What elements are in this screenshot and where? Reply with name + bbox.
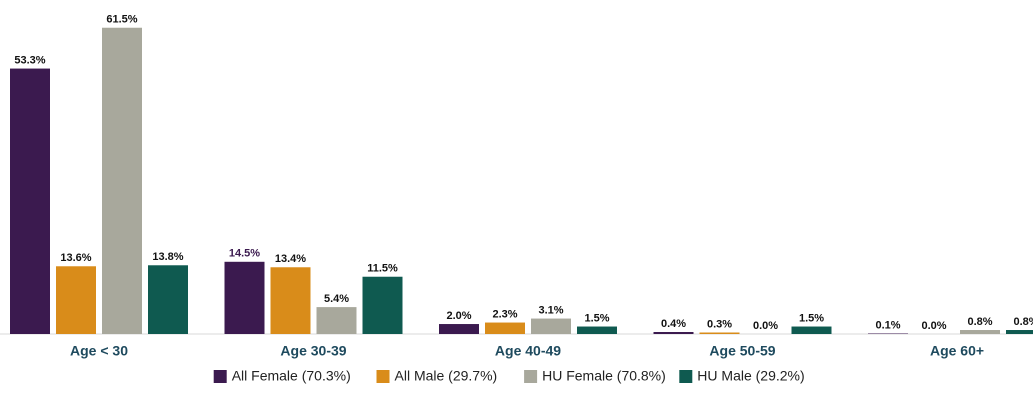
value-label: 13.4%: [275, 253, 306, 265]
bar: [485, 322, 525, 334]
legend-swatch: [524, 370, 538, 383]
bar: [10, 68, 50, 334]
value-label: 0.4%: [661, 318, 686, 330]
value-label: 1.5%: [584, 312, 609, 324]
value-label: 3.1%: [538, 304, 563, 316]
value-label: 0.0%: [753, 320, 778, 332]
value-label: 0.8%: [1013, 316, 1033, 328]
value-label: 61.5%: [106, 14, 137, 26]
legend-swatch: [213, 370, 227, 383]
bar: [577, 326, 617, 334]
bar: [653, 332, 694, 334]
value-label: 0.0%: [921, 320, 946, 332]
value-label: 2.3%: [492, 308, 517, 320]
value-label: 5.4%: [324, 293, 349, 305]
bar: [270, 267, 311, 334]
bar: [960, 330, 1000, 334]
value-label: 0.8%: [967, 316, 992, 328]
legend-label: HU Male (29.2%): [697, 368, 804, 384]
value-label: 11.5%: [367, 263, 398, 275]
legend-label: HU Female (70.8%): [542, 368, 666, 384]
value-label: 53.3%: [14, 54, 45, 66]
legend-label: All Female (70.3%): [232, 368, 351, 384]
bar: [439, 324, 479, 334]
bar: [362, 276, 403, 334]
value-label: 13.6%: [60, 252, 91, 264]
legend-swatch: [376, 370, 390, 383]
legend-swatch: [679, 370, 693, 383]
legend-label: All Male (29.7%): [395, 368, 498, 384]
x-tick-label: Age 50-59: [709, 343, 775, 359]
x-tick-label: Age 30-39: [280, 343, 346, 359]
bar: [531, 318, 571, 334]
x-tick-label: Age 40-49: [495, 343, 561, 359]
value-label: 13.8%: [152, 251, 183, 263]
x-tick-label: Age < 30: [70, 343, 128, 359]
bar: [224, 261, 265, 334]
value-label: 0.3%: [707, 318, 732, 330]
value-label: 2.0%: [446, 310, 471, 322]
value-label: 0.1%: [875, 319, 900, 331]
x-tick-label: Age 60+: [930, 343, 984, 359]
bar: [1006, 330, 1033, 334]
bar: [699, 332, 740, 334]
value-label: 14.5%: [229, 248, 260, 260]
value-label: 1.5%: [799, 312, 824, 324]
bar: [791, 326, 832, 334]
bar: [148, 265, 188, 334]
bar: [316, 307, 357, 334]
bar: [102, 27, 142, 334]
bar: [56, 266, 96, 334]
